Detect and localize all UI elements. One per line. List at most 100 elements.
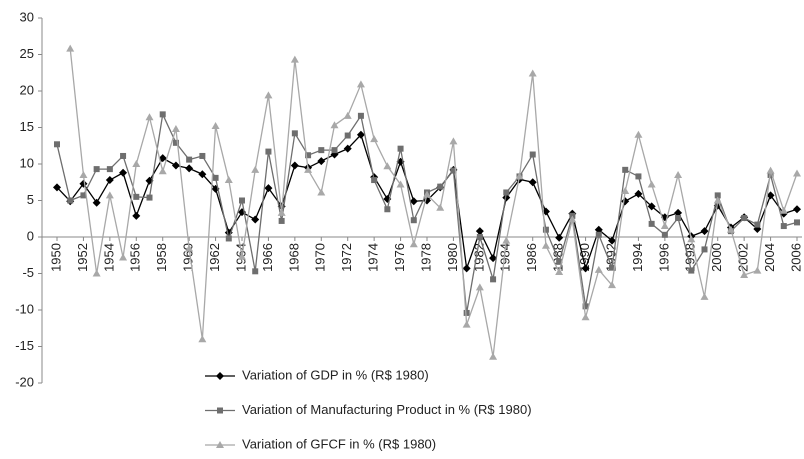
data-point	[53, 183, 61, 192]
data-point	[740, 270, 749, 278]
data-point	[528, 69, 537, 77]
data-point	[80, 192, 87, 199]
data-point	[489, 352, 498, 360]
x-tick-label: 1952	[75, 243, 90, 272]
data-point	[674, 170, 683, 178]
legend-label: Variation of Manufacturing Product in % …	[242, 402, 532, 417]
data-point	[647, 202, 656, 211]
data-point	[331, 147, 338, 154]
data-point	[357, 112, 364, 119]
data-point	[541, 241, 550, 249]
data-point	[171, 161, 180, 170]
data-point	[132, 211, 141, 220]
data-point	[529, 151, 536, 158]
data-point	[120, 152, 127, 159]
data-point	[582, 303, 589, 310]
data-point	[172, 139, 179, 146]
y-tick-label: 30	[20, 9, 34, 24]
data-point	[594, 265, 603, 273]
data-point	[542, 226, 549, 233]
data-point	[132, 160, 141, 167]
data-point	[106, 166, 113, 173]
data-point	[264, 184, 273, 193]
x-tick-label: 1996	[656, 243, 671, 272]
x-tick-label: 1950	[48, 243, 63, 272]
data-point	[779, 206, 788, 214]
legend-marker	[217, 407, 223, 414]
data-point	[450, 167, 457, 174]
data-point	[647, 180, 656, 188]
y-tick-label: 5	[27, 192, 34, 207]
data-point	[622, 166, 629, 173]
data-point	[396, 180, 405, 188]
data-point	[356, 80, 365, 88]
data-point	[198, 170, 207, 179]
data-point	[503, 189, 510, 196]
data-point	[409, 240, 418, 248]
legend-marker	[216, 372, 224, 380]
data-point	[515, 172, 524, 180]
data-point	[688, 267, 695, 274]
data-point	[741, 215, 748, 222]
data-point	[555, 268, 564, 276]
series-line	[69, 48, 798, 357]
data-point	[648, 220, 655, 227]
y-tick-label: 10	[20, 155, 34, 170]
data-point	[290, 161, 299, 170]
data-point	[621, 187, 630, 195]
x-tick-label: 1980	[445, 243, 460, 272]
x-tick-label: 1958	[154, 243, 169, 272]
data-point	[211, 122, 220, 130]
data-point	[119, 168, 128, 177]
data-point	[318, 147, 325, 154]
data-point	[609, 264, 615, 271]
x-tick-label: 2004	[762, 243, 777, 272]
data-point	[305, 152, 312, 159]
x-tick-label: 1956	[128, 243, 143, 272]
data-point	[371, 177, 378, 184]
legend-label: Variation of GFCF in % (R$ 1980)	[242, 436, 436, 451]
data-point	[594, 225, 603, 234]
data-point	[264, 91, 273, 99]
y-tick-label: 0	[27, 228, 34, 243]
data-point	[251, 215, 260, 224]
legend-label: Variation of GDP in % (R$ 1980)	[242, 367, 429, 382]
data-point	[212, 174, 219, 181]
data-point	[502, 193, 511, 202]
data-point	[317, 188, 326, 196]
data-point	[224, 176, 233, 184]
data-point	[410, 217, 417, 224]
data-point	[92, 269, 101, 277]
data-point	[581, 264, 590, 273]
x-tick-label: 1972	[339, 243, 354, 272]
data-point	[780, 223, 787, 230]
legend-marker	[216, 441, 224, 448]
data-point	[383, 162, 392, 170]
data-point	[93, 166, 100, 173]
data-point	[634, 130, 643, 138]
data-point	[568, 215, 577, 223]
x-tick-label: 1970	[313, 243, 328, 272]
data-point	[608, 281, 616, 289]
y-tick-label: -10	[15, 301, 34, 316]
data-point	[239, 197, 245, 204]
data-point	[635, 173, 642, 180]
data-point	[475, 283, 484, 291]
data-point	[105, 176, 114, 185]
data-point	[330, 121, 339, 129]
data-point	[713, 196, 722, 204]
data-point	[304, 165, 313, 173]
data-point	[621, 197, 630, 206]
data-point	[793, 169, 801, 177]
data-point	[463, 309, 470, 316]
data-point	[344, 132, 351, 139]
data-point	[185, 244, 194, 252]
y-tick-label: -5	[22, 265, 34, 280]
data-point	[343, 111, 352, 119]
data-point	[370, 135, 379, 143]
data-point	[476, 234, 483, 240]
data-point	[252, 268, 259, 275]
y-tick-label: 25	[20, 46, 34, 61]
data-point	[462, 320, 471, 328]
x-tick-label: 2006	[788, 243, 803, 272]
